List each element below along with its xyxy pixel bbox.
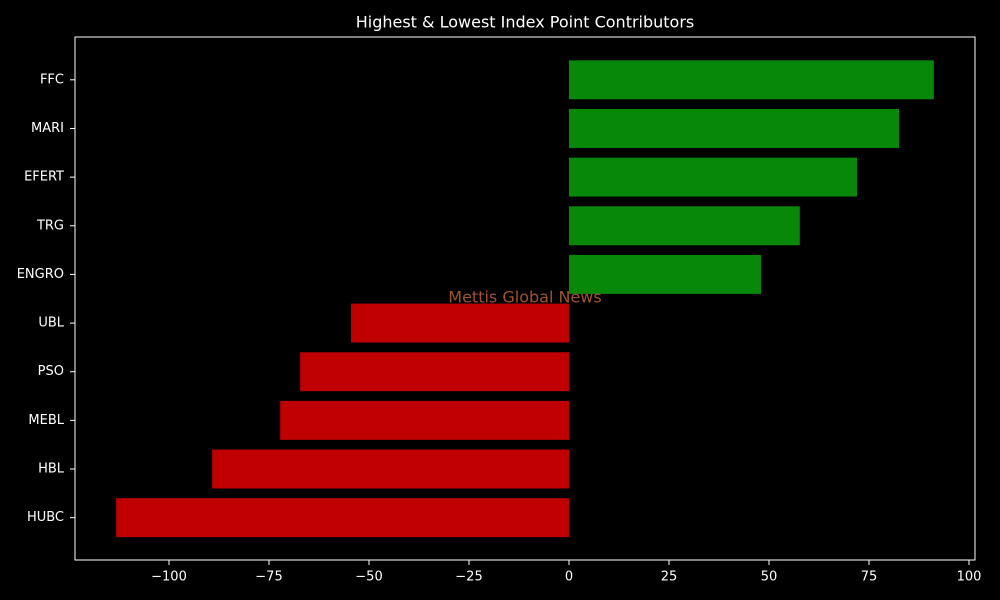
y-tick-label: ENGRO [17, 267, 64, 282]
x-tick-label: 25 [661, 570, 678, 585]
y-tick-label: MARI [31, 121, 64, 136]
watermark: Mettis Global News [448, 288, 601, 307]
y-tick-label: HBL [38, 462, 65, 477]
bar [300, 352, 569, 392]
y-tick-label: EFERT [24, 170, 64, 185]
bar [116, 498, 569, 538]
bar [212, 449, 569, 489]
y-tick-label: UBL [38, 316, 64, 331]
y-tick-label: MEBL [28, 413, 64, 428]
y-tick-label: FFC [40, 72, 64, 87]
x-tick-label: −25 [455, 570, 482, 585]
bar [569, 206, 800, 246]
bar [351, 303, 569, 343]
x-tick-label: 75 [861, 570, 878, 585]
plot-frame [74, 36, 976, 561]
x-tick-label: 0 [565, 570, 573, 585]
x-tick-label: −100 [151, 570, 187, 585]
x-tick-label: −50 [355, 570, 382, 585]
bar [569, 157, 857, 197]
x-tick-label: 100 [957, 570, 982, 585]
bar [569, 109, 899, 148]
y-tick-label: TRG [36, 218, 64, 233]
y-tick-label: HUBC [27, 510, 64, 525]
y-tick-label: PSO [38, 364, 64, 379]
bar [569, 254, 761, 294]
bar [280, 400, 569, 440]
bar [569, 60, 934, 100]
x-tick-label: −75 [255, 570, 282, 585]
chart-title: Highest & Lowest Index Point Contributor… [356, 13, 695, 32]
x-tick-label: 50 [761, 570, 778, 585]
